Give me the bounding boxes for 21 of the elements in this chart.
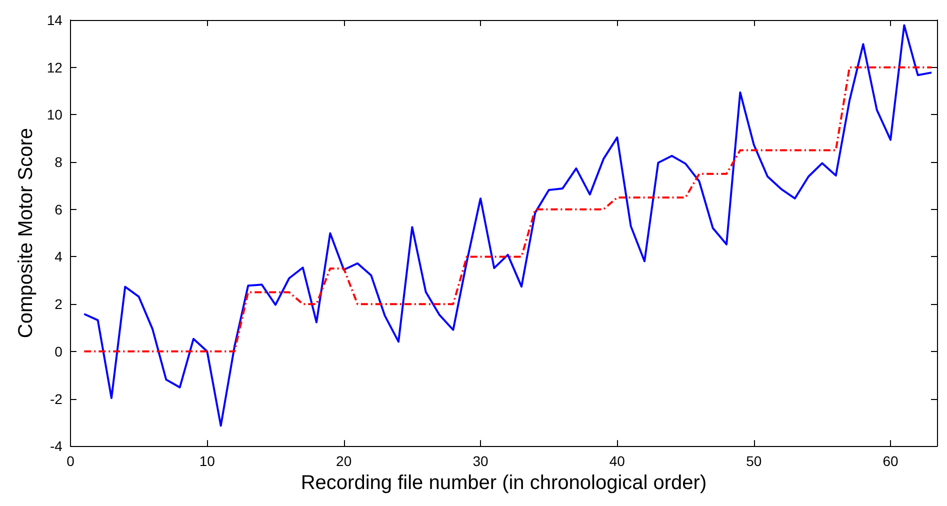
y-tick-label: -2 bbox=[50, 390, 63, 407]
x-tick-label: 20 bbox=[336, 453, 352, 470]
y-tick-label: 0 bbox=[54, 343, 63, 360]
x-tick-label: 30 bbox=[472, 453, 488, 470]
x-axis-title: Recording file number (in chronological order) bbox=[300, 472, 707, 494]
y-tick-label: -4 bbox=[50, 438, 63, 454]
x-tick-label: 10 bbox=[199, 453, 216, 470]
y-tick-label: 12 bbox=[46, 59, 63, 76]
x-tick-label: 0 bbox=[66, 453, 75, 470]
x-tick-label: 50 bbox=[746, 453, 762, 470]
y-tick-label: 8 bbox=[54, 154, 63, 170]
y-tick-label: 6 bbox=[54, 201, 63, 218]
line-series bbox=[83, 24, 933, 427]
x-tick-label: 40 bbox=[609, 453, 626, 470]
y-tick-label: 2 bbox=[54, 296, 63, 312]
y-tick-label: 10 bbox=[46, 106, 63, 123]
line-series bbox=[83, 66, 933, 352]
y-axis-title: Composite Motor Score bbox=[15, 128, 37, 338]
y-tick-label: 14 bbox=[46, 12, 63, 28]
y-tick-label: 4 bbox=[54, 248, 63, 265]
x-tick-label: 60 bbox=[882, 453, 899, 470]
